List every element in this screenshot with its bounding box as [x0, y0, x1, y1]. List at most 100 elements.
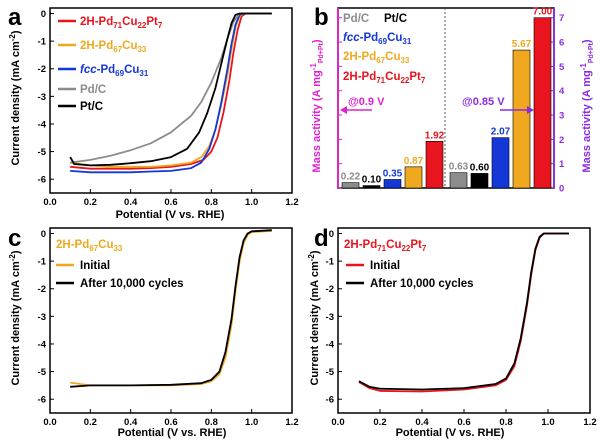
y-tick-label: -3 — [38, 92, 46, 103]
y-tick-label: -2 — [326, 284, 334, 295]
arrow-right-head — [527, 106, 534, 114]
bar-value-label: 0.60 — [470, 162, 490, 173]
series-line-orange — [70, 229, 272, 387]
bar-085v-4 — [533, 17, 552, 189]
bar-value-label: 0.35 — [383, 168, 403, 179]
y-tick-label: -2 — [38, 284, 46, 295]
x-tick-label: 0.6 — [164, 197, 177, 208]
x-tick-label: 0.8 — [205, 417, 218, 428]
x-tick-label: 1.2 — [285, 197, 298, 208]
bar-09v-4 — [425, 140, 444, 189]
x-tick-label: 0.8 — [499, 417, 512, 428]
bar-value-label: 0.63 — [449, 162, 469, 173]
y-tick-label: -1 — [38, 257, 47, 268]
right-y-tick-label: 3 — [559, 111, 564, 122]
panel-d-title: 2H-Pd71Cu22Pt7 — [344, 239, 427, 253]
y-tick-label: -6 — [326, 395, 334, 406]
panel-d-plot: 0.0 0.2 0.4 0.6 0.8 1.0 1.2 0 -1 -2 -3 -4 -5 -6 — [326, 227, 597, 428]
legend-label-ptc: Pt/C — [80, 101, 103, 113]
x-tick-label: 0.4 — [124, 197, 138, 208]
right-y-tick-label: 4 — [559, 86, 565, 97]
x-tick-label: 0.2 — [84, 197, 97, 208]
x-tick-label: 1.2 — [285, 417, 298, 428]
panel-a-xlabel: Potential (V vs. RHE) — [116, 209, 225, 221]
bar-085v-0 — [449, 172, 468, 189]
y-tick-label: -4 — [38, 339, 47, 350]
x-tick-label: 0.6 — [164, 417, 177, 428]
bar-value-label: 5.67 — [512, 39, 532, 50]
bar-value-label: 0.10 — [362, 175, 382, 186]
legend-b-ptc: Pt/C — [384, 13, 407, 25]
panel-a-label: a — [8, 4, 22, 31]
bar-value-label: 7.00 — [533, 7, 553, 18]
bar-value-label: 1.92 — [425, 130, 445, 141]
series-line-red — [358, 232, 569, 393]
legend-label-pdc: Pd/C — [80, 84, 106, 96]
y-tick-label: -3 — [326, 312, 334, 323]
arrow-left-head — [340, 106, 347, 114]
x-tick-label: 0.8 — [205, 197, 218, 208]
panel-b-ylabel-right: Mass activity (A mg-1Pd+Pt) — [579, 39, 595, 172]
y-tick-label: 0 — [329, 229, 334, 240]
right-y-tick-label: 0 — [559, 184, 564, 195]
series-line-red — [70, 12, 272, 170]
panel-a-plot: 0.0 0.2 0.4 0.6 0.8 1.0 1.2 0 -1 -2 -3 -4 -5 -6 — [38, 7, 299, 208]
x-tick-label: 0.6 — [457, 417, 470, 428]
series-line-black — [70, 229, 272, 388]
panel-c-title: 2H-Pd67Cu33 — [56, 239, 123, 253]
y-tick-label: -4 — [326, 339, 335, 350]
x-tick-label: 0.4 — [124, 417, 138, 428]
legend-b-pdc: Pd/C — [343, 13, 369, 25]
panel-b-annotations: @0.9 V @0.85 V — [340, 96, 534, 114]
right-y-tick-label: 7 — [559, 13, 564, 24]
x-tick-label: 0.0 — [331, 417, 344, 428]
series-line-black — [69, 12, 272, 167]
y-tick-label: -1 — [326, 257, 335, 268]
y-tick-label: -5 — [38, 367, 47, 378]
legend-c-initial: Initial — [80, 260, 110, 272]
x-tick-label: 0.2 — [84, 417, 97, 428]
panel-d-label: d — [314, 225, 329, 252]
right-y-tick-label: 5 — [559, 62, 565, 73]
panel-b-ylabel-left: Mass activity (A mg-1Pd+Pt) — [309, 39, 325, 172]
y-tick-label: -3 — [38, 312, 46, 323]
y-tick-label: -6 — [38, 175, 46, 186]
panel-c-legend: 2H-Pd67Cu33 Initial After 10,000 cycles — [56, 239, 184, 290]
legend-b-pd71cu22pt7: 2H-Pd71Cu22Pt7 — [343, 71, 426, 85]
series-line-gray — [70, 12, 272, 164]
bar-09v-2 — [383, 179, 402, 189]
bar-09v-3 — [404, 166, 423, 189]
bar-value-label: 0.87 — [404, 156, 424, 167]
panel-d-legend: 2H-Pd71Cu22Pt7 Initial After 10,000 cycl… — [344, 239, 474, 290]
panel-a-ylabel: Current density (mA cm-2) — [8, 30, 22, 165]
legend-d-after: After 10,000 cycles — [370, 278, 474, 290]
legend-label-pd71cu22pt7: 2H-Pd71Cu22Pt7 — [80, 16, 163, 30]
y-tick-label: 0 — [41, 9, 46, 20]
x-tick-label: 0.2 — [373, 417, 386, 428]
panel-b-label: b — [314, 4, 329, 31]
x-tick-label: 1.0 — [245, 197, 258, 208]
x-tick-label: 0.4 — [415, 417, 429, 428]
series-line-blue — [70, 12, 272, 174]
plot-frame-d — [337, 227, 591, 414]
y-tick-label: -1 — [38, 37, 47, 48]
panel-c-ylabel: Current density (mA cm-2) — [8, 250, 22, 385]
x-tick-label: 0.0 — [43, 197, 56, 208]
bar-09v-0 — [341, 182, 360, 189]
legend-b-fcc: fcc-Pd69Cu31 — [343, 32, 412, 46]
bar-value-label: 2.07 — [491, 127, 511, 138]
y-tick-label: -2 — [38, 64, 46, 75]
bar-09v-1 — [362, 185, 381, 189]
panel-c-xlabel: Potential (V vs. RHE) — [118, 427, 227, 439]
group-label-0-9v: @0.9 V — [348, 96, 385, 108]
panel-a: a 0.0 0.2 0.4 0.6 0.8 1.0 1.2 0 -1 -2 -3 -4 -5 -6 Pot… — [8, 4, 299, 221]
legend-b-pd67cu33: 2H-Pd67Cu33 — [343, 51, 410, 65]
panel-d-ylabel: Current density (mA cm-2) — [307, 250, 321, 385]
y-tick-label: -4 — [38, 119, 47, 130]
x-tick-label: 1.0 — [541, 417, 554, 428]
bar-085v-2 — [491, 137, 510, 189]
bar-value-label: 0.22 — [341, 172, 361, 183]
group-label-0-85v: @0.85 V — [462, 96, 505, 108]
right-y-tick-label: 1 — [559, 159, 565, 170]
